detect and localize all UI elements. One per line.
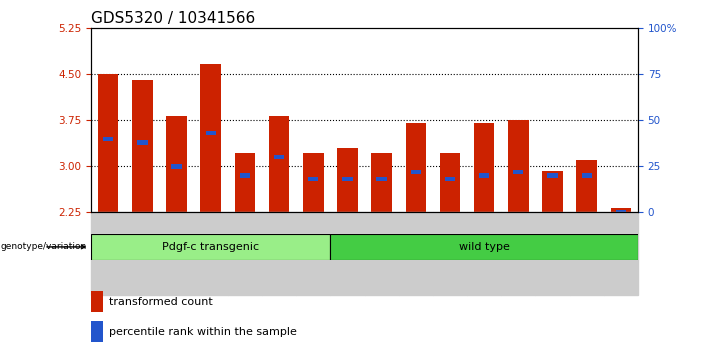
Bar <box>342 177 353 181</box>
Bar <box>611 208 631 212</box>
Bar <box>330 234 638 260</box>
Bar <box>513 170 524 174</box>
Bar <box>132 80 153 212</box>
Bar <box>337 148 358 212</box>
Bar <box>479 173 489 178</box>
Bar <box>274 155 284 159</box>
Bar <box>269 116 290 212</box>
Bar <box>582 173 592 178</box>
Bar <box>536 212 570 295</box>
Bar <box>330 212 365 295</box>
Bar <box>501 212 536 295</box>
Bar <box>474 124 494 212</box>
Bar <box>543 171 563 212</box>
Bar <box>445 177 455 181</box>
Bar <box>365 212 399 295</box>
Bar <box>399 212 433 295</box>
Bar <box>576 160 597 212</box>
Bar <box>376 177 387 181</box>
Bar <box>91 291 103 312</box>
Bar <box>308 177 318 181</box>
Bar <box>240 173 250 178</box>
Bar <box>440 153 460 212</box>
Text: Pdgf-c transgenic: Pdgf-c transgenic <box>162 242 259 252</box>
Bar <box>262 212 296 295</box>
Bar <box>98 74 118 212</box>
Bar <box>200 64 221 212</box>
Bar <box>91 212 125 295</box>
Bar <box>235 153 255 212</box>
Bar <box>193 212 228 295</box>
Bar <box>467 212 501 295</box>
Text: genotype/variation: genotype/variation <box>1 242 87 251</box>
Bar <box>91 321 103 342</box>
Bar <box>547 173 557 178</box>
Bar <box>137 140 147 144</box>
Text: wild type: wild type <box>458 242 510 252</box>
Text: GDS5320 / 10341566: GDS5320 / 10341566 <box>91 11 255 26</box>
Bar <box>160 212 193 295</box>
Bar <box>228 212 262 295</box>
Bar <box>508 120 529 212</box>
Bar <box>303 153 324 212</box>
Bar <box>372 153 392 212</box>
Bar <box>604 212 638 295</box>
Bar <box>91 234 330 260</box>
Bar <box>205 131 216 135</box>
Bar <box>615 210 626 215</box>
Bar <box>411 170 421 174</box>
Text: transformed count: transformed count <box>109 297 212 307</box>
Bar <box>297 212 330 295</box>
Bar <box>172 164 182 169</box>
Bar <box>166 116 186 212</box>
Text: percentile rank within the sample: percentile rank within the sample <box>109 327 297 337</box>
Bar <box>405 124 426 212</box>
Bar <box>433 212 467 295</box>
Bar <box>569 212 604 295</box>
Bar <box>125 212 160 295</box>
Bar <box>103 137 114 141</box>
